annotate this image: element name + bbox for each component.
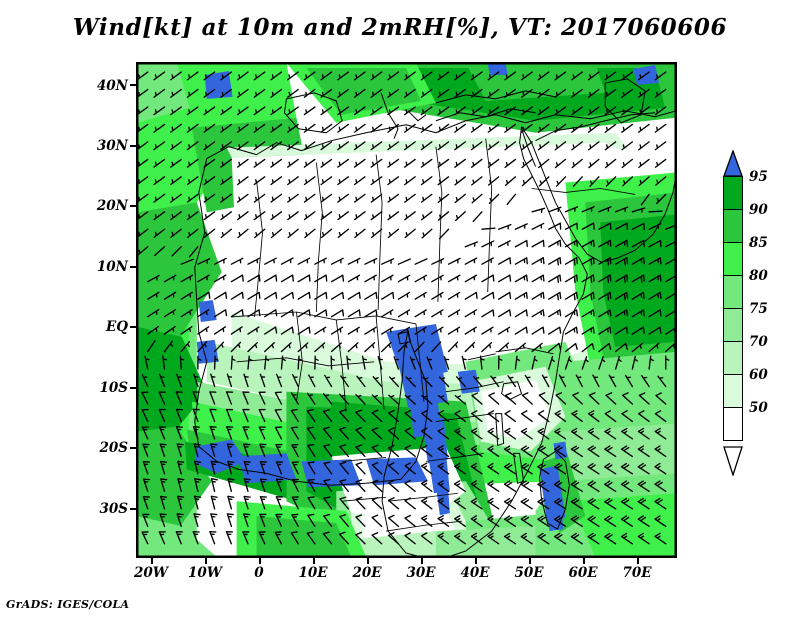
colorbar-band: [723, 242, 743, 276]
colorbar-tick-label: 60: [749, 367, 768, 383]
y-tick-label: 20N: [96, 198, 128, 214]
y-tick-label: 10S: [99, 380, 128, 396]
x-tick-label: 70E: [622, 565, 652, 581]
x-tick-label: 30E: [406, 565, 436, 581]
x-tick-label: 50E: [514, 565, 544, 581]
colorbar-band: [723, 341, 743, 375]
x-tick-label: 40E: [460, 565, 490, 581]
colorbar-band: [723, 407, 743, 441]
y-tick-label: 20S: [99, 440, 128, 456]
colorbar-band: [723, 209, 743, 243]
page-title: Wind[kt] at 10m and 2mRH[%], VT: 2017060…: [72, 14, 728, 41]
colorbar-tick-label: 70: [749, 334, 768, 350]
x-tick-label: 10W: [188, 565, 222, 581]
y-tick-label: 30N: [96, 138, 128, 154]
coastline-layer: [194, 78, 676, 557]
colorbar-tick-label: 95: [749, 169, 768, 185]
y-tick-label: 40N: [96, 78, 128, 94]
x-tick-label: 20E: [352, 565, 382, 581]
colorbar-band: [723, 374, 743, 408]
x-tick-label: 10E: [298, 565, 328, 581]
colorbar-tick-label: 85: [749, 235, 768, 251]
y-tick-label: EQ: [105, 319, 128, 335]
colorbar-band: [723, 176, 743, 210]
x-tick-label: 20W: [134, 565, 168, 581]
colorbar-bands: [723, 176, 743, 446]
y-tick-label: 10N: [96, 259, 128, 275]
colorbar-tick-label: 90: [749, 202, 768, 218]
colorbar-band: [723, 275, 743, 309]
rh-blue-max-layer: [194, 63, 660, 532]
colorbar-tick-label: 50: [749, 400, 768, 416]
x-tick-label: 0: [254, 565, 264, 581]
colorbar-bottom-cap-icon: [723, 446, 743, 476]
colorbar-tick-label: 80: [749, 268, 768, 284]
y-tick-label: 30S: [99, 501, 128, 517]
footer-credit: GrADS: IGES/COLA: [6, 598, 130, 611]
colorbar-band: [723, 308, 743, 342]
colorbar-top-cap-icon: [723, 150, 743, 177]
wind-barb-layer: [137, 71, 676, 545]
map-plot-area: [136, 62, 677, 558]
colorbar-tick-label: 75: [749, 301, 768, 317]
x-tick-label: 60E: [568, 565, 598, 581]
map-svg: [137, 63, 676, 557]
